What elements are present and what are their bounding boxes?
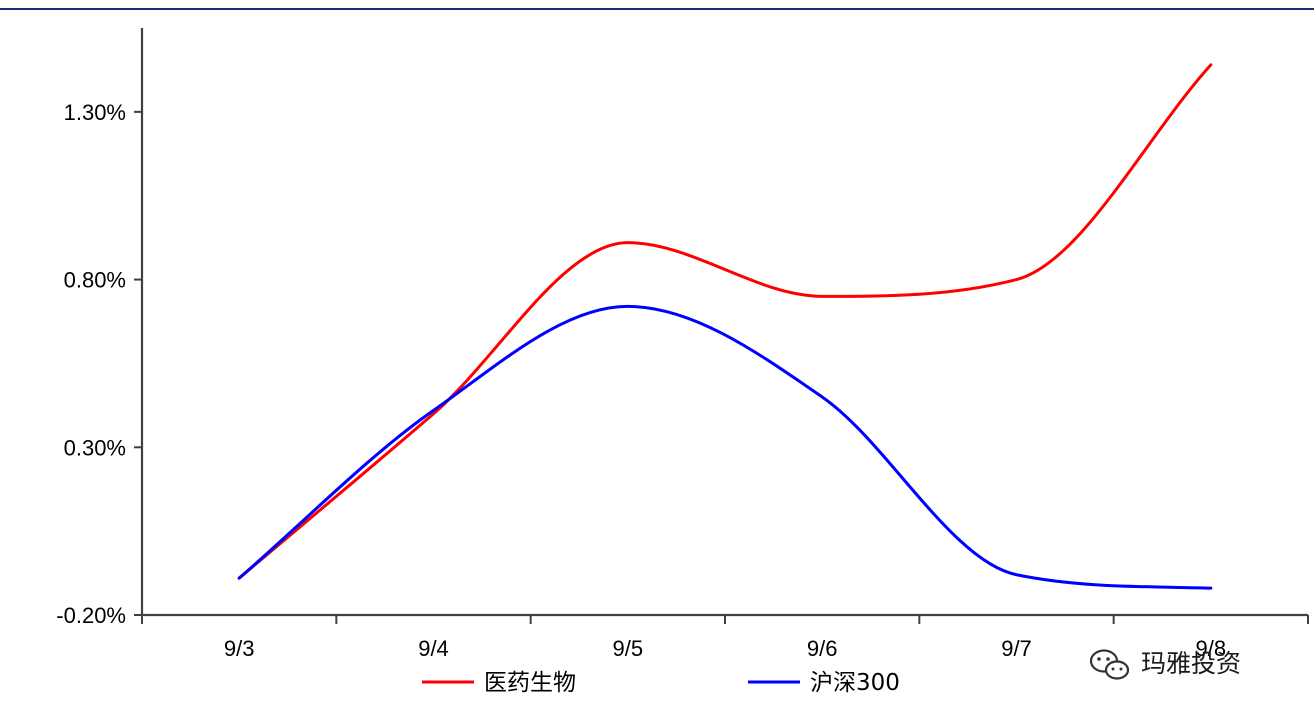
y-axis-ticks: 1.30% 0.80% 0.30% -0.20% (56, 100, 142, 628)
y-tick-label: 0.80% (64, 268, 126, 293)
x-tick-label: 9/5 (613, 636, 644, 661)
axes (140, 28, 1308, 617)
x-tick-label: 9/8 (1196, 636, 1227, 661)
legend-label-1: 医药生物 (484, 670, 576, 696)
x-tick-label: 9/4 (418, 636, 449, 661)
x-tick-label: 9/7 (1001, 636, 1032, 661)
watermark-text: 玛雅投资 (1141, 649, 1241, 678)
series-line-1 (237, 63, 1213, 580)
series-lines (237, 63, 1213, 590)
y-tick-label: -0.20% (56, 603, 126, 628)
legend: 医药生物 沪深300 (422, 670, 900, 696)
x-tick-label: 9/3 (224, 636, 255, 661)
x-tick-label: 9/6 (807, 636, 838, 661)
legend-label-2: 沪深300 (810, 670, 900, 696)
watermark: 玛雅投资 (1089, 649, 1241, 680)
x-axis-ticks: 9/3 9/4 9/5 9/6 9/7 9/8 (141, 615, 1309, 661)
wechat-icon (1089, 649, 1130, 680)
y-tick-label: 1.30% (64, 100, 126, 125)
series-line-2 (237, 304, 1213, 590)
y-tick-label: 0.30% (64, 435, 126, 460)
